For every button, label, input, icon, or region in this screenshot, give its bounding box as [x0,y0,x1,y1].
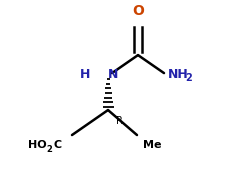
Text: O: O [132,4,144,18]
Text: 2: 2 [46,145,52,154]
Text: Me: Me [143,140,161,150]
Text: H: H [80,68,90,81]
Text: R: R [116,116,123,126]
Text: HO: HO [28,140,47,150]
Text: 2: 2 [185,73,192,83]
Text: NH: NH [168,68,189,81]
Text: C: C [54,140,62,150]
Text: N: N [108,68,118,81]
